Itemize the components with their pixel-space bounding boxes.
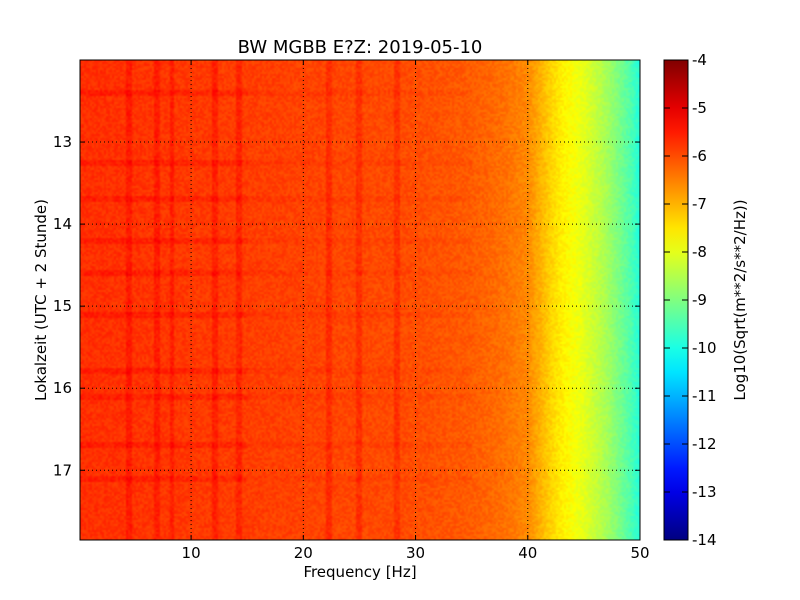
colorbar-label: Log10(Sqrt(m**2/s**2/Hz)) (731, 199, 749, 400)
colorbar-tick-label: -4 (692, 51, 707, 69)
y-axis-label: Lokalzeit (UTC + 2 Stunde) (32, 199, 50, 401)
colorbar-tick-label: -12 (692, 435, 717, 453)
colorbar-tick-label: -11 (692, 387, 717, 405)
colorbar-tick-label: -6 (692, 147, 707, 165)
y-tick-label: 15 (53, 297, 72, 315)
colorbar-tick-label: -5 (692, 99, 707, 117)
colorbar-ticks: -4 -5 -6 -7 -8 -9 -10 -11 -12 -13 -14 (664, 51, 717, 549)
y-tick-label: 13 (53, 133, 72, 151)
y-tick-label: 17 (53, 461, 72, 479)
spectrogram-heatmap (80, 60, 640, 540)
x-axis-label: Frequency [Hz] (303, 563, 416, 581)
x-tick-label: 30 (406, 544, 425, 562)
plot-frame (79, 59, 641, 541)
colorbar-tick-label: -9 (692, 291, 707, 309)
colorbar-tick-label: -13 (692, 483, 717, 501)
x-tick-label: 40 (518, 544, 537, 562)
colorbar-tick-label: -14 (692, 531, 717, 549)
y-tick-label: 16 (53, 379, 72, 397)
chart-title: BW MGBB E?Z: 2019-05-10 (238, 37, 483, 58)
grid-lines (80, 60, 640, 540)
x-tick-label: 20 (294, 544, 313, 562)
colorbar-tick-label: -7 (692, 195, 707, 213)
colorbar-tick-label: -8 (692, 243, 707, 261)
colorbar: -4 -5 -6 -7 -8 -9 -10 -11 -12 -13 -14 Log10(Sqrt(m… (663, 51, 749, 549)
plot-area: 10 20 30 40 50 13 14 15 16 17 (53, 59, 650, 562)
y-axis: 13 14 15 16 17 (53, 133, 640, 479)
x-axis: 10 20 30 40 50 (182, 60, 650, 562)
colorbar-tick-label: -10 (692, 339, 717, 357)
x-tick-label: 10 (182, 544, 201, 562)
y-tick-label: 14 (53, 215, 72, 233)
x-tick-label: 50 (630, 544, 649, 562)
